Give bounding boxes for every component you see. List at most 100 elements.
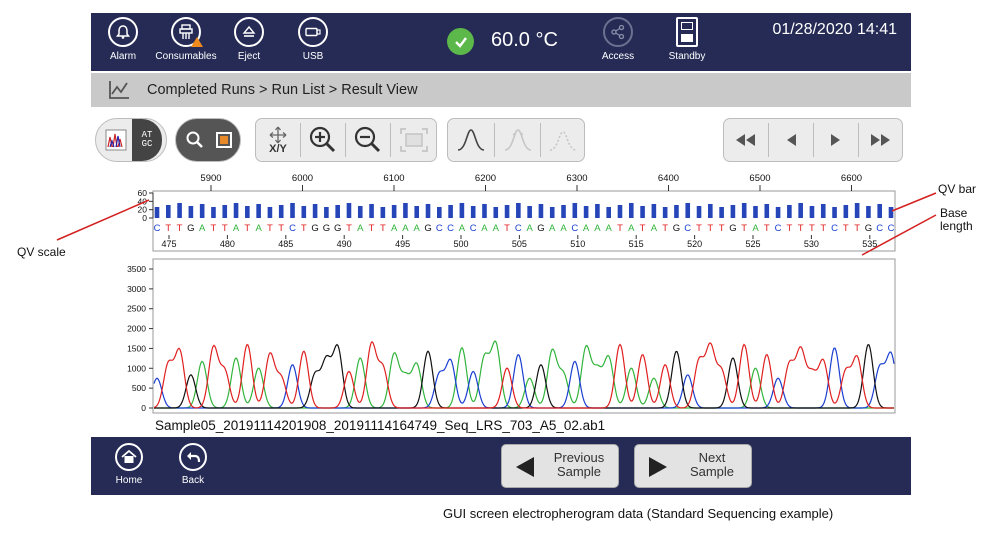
- base-call: C: [154, 223, 161, 234]
- qv-bar: [154, 207, 160, 218]
- base-call: A: [606, 223, 613, 234]
- base-call: T: [244, 223, 250, 234]
- scroll-first-button[interactable]: [724, 119, 768, 161]
- qv-scale-tick-label: 20: [138, 205, 148, 215]
- base-call: T: [786, 223, 792, 234]
- alarm-button[interactable]: Alarm: [95, 17, 151, 71]
- qv-scale-tick-label: 40: [138, 196, 148, 206]
- next-sample-button[interactable]: Next Sample: [634, 444, 752, 488]
- select-region-icon[interactable]: [210, 119, 238, 161]
- base-call: A: [651, 223, 658, 234]
- qv-bar: [674, 205, 679, 218]
- next-line2: Sample: [689, 464, 735, 479]
- zoom-out-button[interactable]: [346, 119, 390, 161]
- back-arrow-icon: [179, 443, 207, 471]
- access-label: Access: [601, 51, 635, 62]
- peak-overlay-button[interactable]: [495, 119, 540, 161]
- fit-screen-icon: [400, 128, 428, 152]
- previous-sample-button[interactable]: Previous Sample: [501, 444, 619, 488]
- y-axis-tick-label: 2500: [127, 304, 146, 314]
- base-call: C: [447, 223, 454, 234]
- base-call: T: [798, 223, 804, 234]
- base-call: G: [729, 223, 736, 234]
- consumables-button[interactable]: Consumables: [155, 17, 217, 71]
- base-call: A: [233, 223, 240, 234]
- scroll-left-button[interactable]: [769, 119, 813, 161]
- qv-bar: [403, 203, 408, 218]
- base-call: A: [493, 223, 500, 234]
- base-call: A: [594, 223, 601, 234]
- base-position-label: 535: [862, 239, 877, 249]
- qv-bar: [753, 206, 758, 218]
- zoom-in-button[interactable]: [301, 119, 345, 161]
- qv-bar: [820, 204, 826, 218]
- base-call: C: [684, 223, 691, 234]
- qv-bar: [764, 204, 770, 218]
- base-call: A: [199, 223, 206, 234]
- base-call: T: [707, 223, 713, 234]
- qv-bar: [470, 206, 476, 218]
- home-button[interactable]: Home: [104, 443, 154, 486]
- qv-bar: [832, 207, 837, 218]
- qv-bar: [662, 207, 668, 218]
- bottom-bar: Home Back Previous Sample Next Sample: [91, 437, 911, 495]
- back-button[interactable]: Back: [168, 443, 218, 486]
- qv-bar: [312, 204, 318, 218]
- base-view-button[interactable]: AT GC: [132, 119, 162, 161]
- home-label: Home: [115, 475, 143, 486]
- share-icon: [603, 17, 633, 47]
- scroll-last-button[interactable]: [859, 119, 903, 161]
- base-length-annotation: Base length: [940, 207, 973, 233]
- base-call: A: [752, 223, 759, 234]
- next-line1: Next: [698, 450, 726, 465]
- qv-bar: [391, 205, 397, 218]
- base-call: C: [436, 223, 443, 234]
- qv-bar: [787, 205, 792, 218]
- fit-to-screen-button[interactable]: [391, 119, 437, 161]
- qv-bar: [719, 207, 724, 218]
- electropherogram-chart[interactable]: 5900 6000 6100 6200 6300 6400 6500 66006040200C…: [91, 171, 911, 417]
- zoom-mode-toggle[interactable]: [175, 118, 241, 162]
- alarm-label: Alarm: [109, 51, 137, 62]
- qv-bar: [854, 203, 860, 218]
- qv-bar: [256, 204, 261, 218]
- qv-bar: [437, 207, 442, 218]
- base-call: A: [357, 223, 364, 234]
- qv-bar: [741, 203, 747, 218]
- usb-button[interactable]: USB: [285, 17, 341, 71]
- qv-bar: [425, 204, 431, 218]
- peak-view-controls: [447, 118, 585, 162]
- eject-button[interactable]: Eject: [221, 17, 277, 71]
- datetime: 01/28/2020 14:41: [772, 21, 897, 38]
- base-position-label: 510: [570, 239, 585, 249]
- trace-view-icon[interactable]: [102, 119, 130, 161]
- top-axis-tick-label: 6400: [658, 173, 679, 184]
- standby-button[interactable]: Standby: [659, 17, 715, 71]
- scroll-right-button[interactable]: [814, 119, 858, 161]
- peak-single-button[interactable]: [448, 119, 494, 161]
- base-call: A: [549, 223, 556, 234]
- base-call: G: [311, 223, 318, 234]
- usb-icon: [298, 17, 328, 47]
- qv-panel: [152, 190, 896, 252]
- y-axis-tick-label: 2000: [127, 324, 146, 334]
- qv-bar: [843, 205, 849, 218]
- access-button[interactable]: Access: [590, 17, 646, 71]
- qv-scale-tick-label: 0: [142, 213, 147, 223]
- base-position-label: 530: [804, 239, 819, 249]
- top-axis-tick-label: 6100: [383, 173, 404, 184]
- base-position-label: 495: [395, 239, 410, 249]
- magnifier-icon[interactable]: [180, 119, 210, 161]
- base-call: T: [662, 223, 668, 234]
- next-triangle-icon: [649, 457, 667, 477]
- y-axis-tick-label: 1000: [127, 363, 146, 373]
- previous-triangle-icon: [516, 457, 534, 477]
- peak-overlay-icon: [504, 129, 531, 151]
- view-mode-toggle[interactable]: AT GC: [95, 118, 167, 162]
- qv-bar: [357, 206, 363, 218]
- xy-axis-button[interactable]: X/Y: [256, 119, 300, 161]
- base-call: T: [165, 223, 171, 234]
- base-call: T: [504, 223, 510, 234]
- base-call: T: [764, 223, 770, 234]
- standby-label: Standby: [668, 51, 706, 62]
